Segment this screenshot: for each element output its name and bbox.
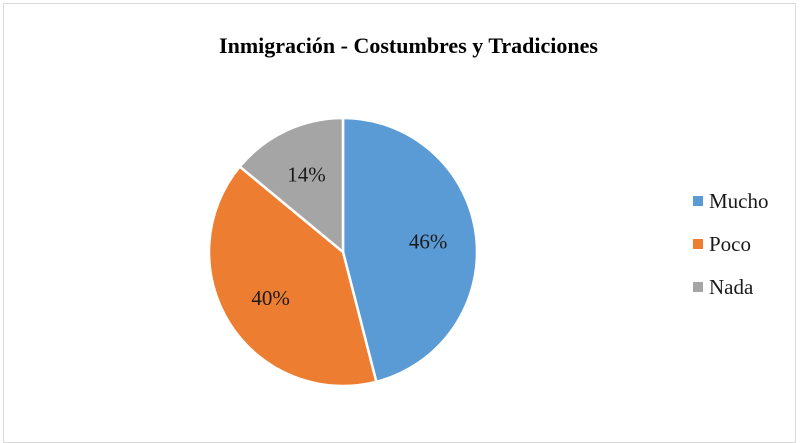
pie-label-nada: 14% xyxy=(287,162,326,186)
legend-swatch-poco xyxy=(693,239,703,249)
pie-slice-mucho xyxy=(341,116,479,384)
pie-label-mucho: 46% xyxy=(409,229,448,253)
chart-legend: Mucho Poco Nada xyxy=(693,190,769,319)
legend-item-nada: Nada xyxy=(693,276,769,298)
pie-slice-nada xyxy=(238,116,345,254)
legend-item-mucho: Mucho xyxy=(693,190,769,212)
legend-label-mucho: Mucho xyxy=(709,189,769,213)
legend-item-poco: Poco xyxy=(693,233,769,255)
legend-swatch-nada xyxy=(693,282,703,292)
pie-label-poco: 40% xyxy=(251,286,290,310)
pie-slices xyxy=(207,116,479,388)
chart-title: Inmigración - Costumbres y Tradiciones xyxy=(219,33,598,58)
legend-label-poco: Poco xyxy=(709,232,751,256)
legend-label-nada: Nada xyxy=(709,275,754,299)
pie-slice-poco xyxy=(207,165,378,388)
legend-swatch-mucho xyxy=(693,196,703,206)
pie-data-labels: 46% 40% 14% xyxy=(251,162,447,310)
